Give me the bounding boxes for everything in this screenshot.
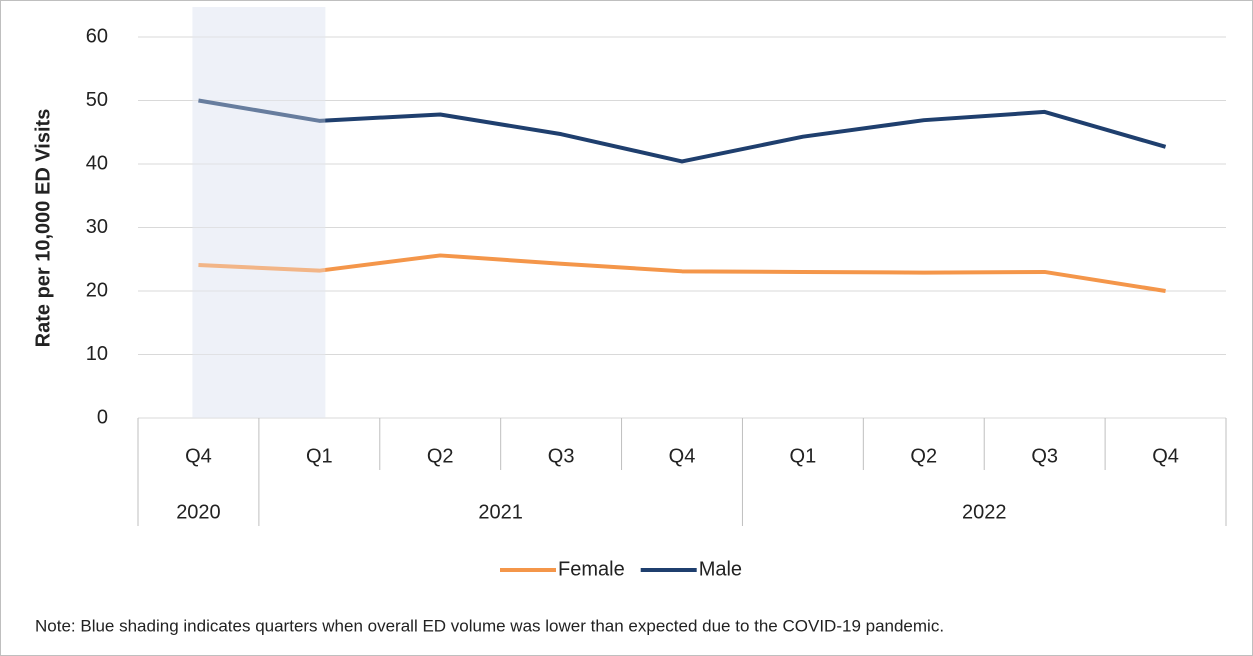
x-tick-label: Q4 <box>185 445 212 467</box>
y-axis-label: Rate per 10,000 ED Visits <box>32 109 54 348</box>
x-group-label: 2021 <box>478 501 523 523</box>
series-line <box>198 253 1166 293</box>
note: Note: Blue shading indicates quarters wh… <box>35 616 944 635</box>
x-tick-label: Q1 <box>790 445 817 467</box>
x-tick-label: Q1 <box>306 445 333 467</box>
x-tick-label: Q3 <box>548 445 575 467</box>
y-tick-label: 40 <box>86 152 108 174</box>
y-tick-label: 50 <box>86 89 108 111</box>
legend-label: Female <box>558 558 625 580</box>
y-tick-label: 10 <box>86 343 108 365</box>
shading <box>192 7 326 418</box>
x-tick-label: Q4 <box>669 445 696 467</box>
x-tick-label: Q2 <box>427 445 454 467</box>
y-tick-label: 30 <box>86 216 108 238</box>
x-group-label: 2022 <box>962 501 1007 523</box>
x-tick-label: Q3 <box>1031 445 1058 467</box>
y-tick-label: 20 <box>86 279 108 301</box>
legend-label: Male <box>699 558 742 580</box>
x-tick-label: Q2 <box>910 445 937 467</box>
shading-overlay <box>192 7 326 418</box>
x-group-label: 2020 <box>176 501 221 523</box>
x-tick-label: Q4 <box>1152 445 1179 467</box>
series-line <box>198 98 1167 164</box>
y-tick-label: 0 <box>97 406 108 428</box>
y-tick-label: 60 <box>86 25 108 47</box>
